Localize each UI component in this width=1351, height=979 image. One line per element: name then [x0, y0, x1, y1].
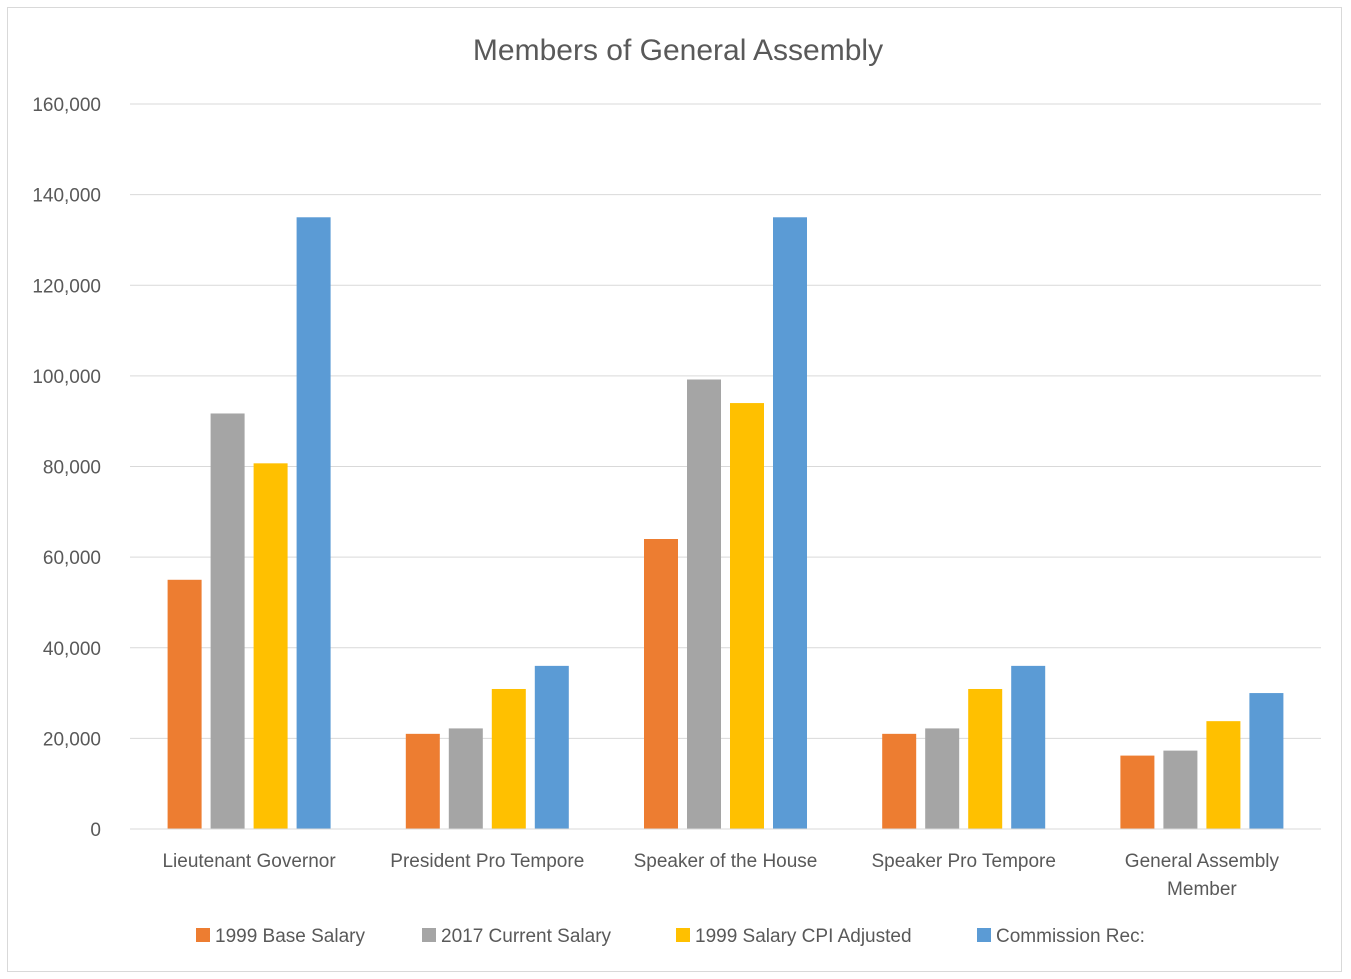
y-tick-label: 140,000 [32, 186, 101, 207]
x-category-label: Lieutenant Governor [162, 851, 336, 872]
legend-swatch [422, 928, 436, 942]
y-tick-label: 20,000 [43, 729, 101, 750]
x-category-label: Speaker of the House [634, 851, 818, 872]
legend-swatch [977, 928, 991, 942]
bar [644, 539, 678, 829]
bar [448, 728, 483, 829]
bar [882, 733, 917, 829]
y-tick-label: 100,000 [32, 367, 101, 388]
legend-label: 2017 Current Salary [441, 926, 612, 947]
legend: 1999 Base Salary 2017 Current Salary 1999 … [196, 926, 1145, 947]
bar [1011, 665, 1046, 829]
bar [405, 733, 440, 829]
bar [491, 688, 526, 829]
y-tick-label: 60,000 [43, 548, 101, 569]
bars [167, 217, 1284, 829]
x-category-label: Member [1167, 879, 1237, 900]
bar [1163, 750, 1198, 829]
bar [968, 688, 1003, 829]
legend-label: Commission Rec: [996, 926, 1145, 947]
x-category-label: President Pro Tempore [390, 851, 584, 872]
y-tick-label: 160,000 [32, 95, 101, 116]
bar [1249, 693, 1284, 829]
legend-swatch [676, 928, 690, 942]
legend-label: 1999 Salary CPI Adjusted [695, 926, 912, 947]
bar [253, 463, 288, 829]
bar [1120, 755, 1155, 829]
bar [730, 403, 764, 829]
chart-title: Members of General Assembly [473, 34, 883, 67]
bar [687, 379, 721, 829]
bar [210, 413, 245, 829]
y-tick-label: 0 [90, 820, 101, 841]
bar [925, 728, 960, 829]
y-tick-label: 40,000 [43, 639, 101, 660]
bar [773, 217, 807, 829]
x-axis-category-labels: Lieutenant Governor President Pro Tempore… [162, 851, 1279, 900]
bar [1206, 721, 1241, 829]
y-tick-label: 120,000 [32, 276, 101, 297]
y-tick-label: 80,000 [43, 458, 101, 479]
y-axis-tick-labels: 0 20,000 40,000 60,000 80,000 100,000 120,000 1… [32, 95, 101, 841]
bar [296, 217, 331, 829]
bar [167, 579, 202, 829]
x-category-label: Speaker Pro Tempore [871, 851, 1055, 872]
bar [534, 665, 569, 829]
x-category-label: General Assembly [1125, 851, 1280, 872]
legend-label: 1999 Base Salary [215, 926, 365, 947]
legend-swatch [196, 928, 210, 942]
